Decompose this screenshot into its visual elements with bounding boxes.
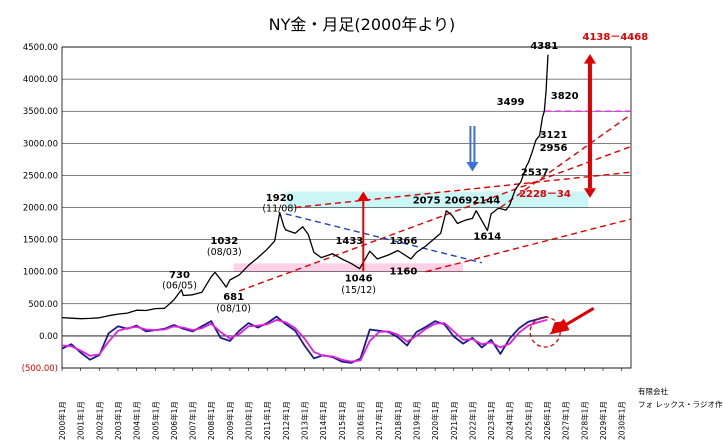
x-tick-label: 2012年1月 bbox=[281, 401, 291, 440]
x-tick-label: 2030年1月 bbox=[617, 401, 627, 440]
annotation-label: 2537 bbox=[521, 167, 549, 178]
trendline bbox=[425, 218, 632, 273]
annotation-label: (15/12) bbox=[341, 285, 376, 296]
shaded-bands bbox=[233, 191, 589, 272]
x-tick-label: 2029年1月 bbox=[598, 401, 608, 440]
x-tick-label: 2026年1月 bbox=[542, 401, 552, 440]
annotation-label: 2144 bbox=[472, 196, 500, 207]
annotations: 4381 4138－4468 3820 3499 3121 2956 2537 2228－34… bbox=[162, 32, 648, 315]
annotation-label: 2069 bbox=[444, 196, 472, 207]
series-line bbox=[61, 54, 549, 320]
x-tick-label: 2023年1月 bbox=[486, 401, 496, 440]
arrow-head bbox=[583, 54, 596, 64]
annotation-label: 3121 bbox=[540, 130, 568, 141]
series-lines bbox=[61, 54, 549, 364]
y-tick-label: 3000.00 bbox=[23, 139, 58, 149]
annotation-label: 1046 bbox=[345, 273, 373, 284]
y-tick-label: 4500.00 bbox=[23, 43, 58, 53]
annotation-label: 2075 bbox=[413, 196, 441, 207]
x-tick-label: 2020年1月 bbox=[430, 401, 440, 440]
x-tick-label: 2004年1月 bbox=[132, 401, 142, 440]
trendline bbox=[295, 171, 632, 209]
annotation-label: 681 bbox=[223, 292, 244, 303]
x-tick-label: 2011年1月 bbox=[262, 401, 272, 440]
shaded-band bbox=[285, 191, 510, 209]
arrow-head bbox=[466, 161, 479, 172]
annotation-label: 730 bbox=[169, 270, 190, 281]
trendline bbox=[285, 213, 482, 264]
x-tick-label: 2001年1月 bbox=[76, 401, 86, 440]
grid bbox=[61, 46, 632, 371]
shaded-band bbox=[509, 191, 589, 209]
annotation-label: 2228－34 bbox=[519, 189, 571, 200]
x-tick-label: 2003年1月 bbox=[113, 401, 123, 440]
x-tick-label: 2028年1月 bbox=[579, 401, 589, 440]
annotation-label: 3499 bbox=[497, 97, 525, 108]
annotation-label: 1920 bbox=[266, 193, 294, 204]
shaded-band bbox=[233, 263, 464, 272]
credit-line-2: フォ レックス・ラジオ作成 bbox=[638, 399, 723, 409]
x-tick-label: 2009年1月 bbox=[225, 401, 235, 440]
annotation-label: (08/03) bbox=[207, 247, 242, 258]
x-axis-ticks: 2000年1月 2001年1月 2002年1月 2003年1月 2004年1月 2005年… bbox=[57, 401, 627, 440]
annotation-label: (06/05) bbox=[162, 280, 197, 291]
x-tick-label: 2010年1月 bbox=[244, 401, 254, 440]
x-tick-label: 2005年1月 bbox=[150, 401, 160, 440]
annotation-label: 1032 bbox=[210, 236, 238, 247]
annotation-label: (11/08) bbox=[262, 203, 297, 214]
trendline bbox=[500, 113, 632, 209]
annotation-label: 1160 bbox=[389, 266, 417, 277]
chart-title: NY金・月足(2000年より) bbox=[269, 15, 456, 34]
y-tick-label: 3500.00 bbox=[23, 107, 58, 117]
credit-line-1: 有限会社 bbox=[638, 386, 668, 396]
annotation-label: 1614 bbox=[473, 232, 501, 243]
x-tick-label: 2017年1月 bbox=[374, 401, 384, 440]
y-tick-label: 2000.00 bbox=[23, 204, 58, 214]
x-tick-label: 2006年1月 bbox=[169, 401, 179, 440]
x-tick-label: 2016年1月 bbox=[355, 401, 365, 440]
x-tick-label: 2022年1月 bbox=[467, 401, 477, 440]
annotation-label: 4381 bbox=[530, 41, 558, 52]
y-tick-label: 500.00 bbox=[28, 300, 58, 310]
x-tick-label: 2015年1月 bbox=[337, 401, 347, 440]
arrows bbox=[357, 54, 596, 348]
annotation-label: 2956 bbox=[540, 143, 568, 154]
annotation-label: 4138－4468 bbox=[582, 32, 648, 43]
x-tick-label: 2024年1月 bbox=[505, 401, 515, 440]
arrow-head bbox=[583, 188, 596, 198]
x-tick-label: 2014年1月 bbox=[318, 401, 328, 440]
annotation-label: 3820 bbox=[551, 91, 579, 102]
y-tick-label: 1000.00 bbox=[23, 268, 58, 278]
highlight-circle bbox=[529, 316, 561, 348]
x-tick-label: 2008年1月 bbox=[206, 401, 216, 440]
annotation-label: (08/10) bbox=[216, 304, 251, 315]
x-tick-label: 2007年1月 bbox=[188, 401, 198, 440]
x-tick-label: 2027年1月 bbox=[561, 401, 571, 440]
x-tick-label: 2019年1月 bbox=[411, 401, 421, 440]
x-tick-label: 2025年1月 bbox=[523, 401, 533, 440]
annotation-label: 1366 bbox=[389, 236, 417, 247]
y-tick-label: 2500.00 bbox=[23, 171, 58, 181]
x-tick-label: 2000年1月 bbox=[57, 401, 67, 440]
arrow-head bbox=[548, 318, 570, 335]
x-tick-label: 2018年1月 bbox=[393, 401, 403, 440]
y-tick-label: 0.00 bbox=[39, 332, 58, 342]
series-line bbox=[61, 318, 548, 363]
x-tick-label: 2021年1月 bbox=[449, 401, 459, 440]
y-tick-label: 4000.00 bbox=[23, 75, 58, 85]
arrow-head bbox=[357, 191, 370, 202]
y-tick-label: (500.00) bbox=[22, 364, 58, 374]
y-tick-label: 1500.00 bbox=[23, 236, 58, 246]
x-tick-label: 2013年1月 bbox=[300, 401, 310, 440]
y-axis-ticks: 4500.00 4000.00 3500.00 3000.00 2500.00 2000.… bbox=[22, 43, 58, 374]
x-tick-label: 2002年1月 bbox=[94, 401, 104, 440]
annotation-label: 1433 bbox=[335, 236, 363, 247]
